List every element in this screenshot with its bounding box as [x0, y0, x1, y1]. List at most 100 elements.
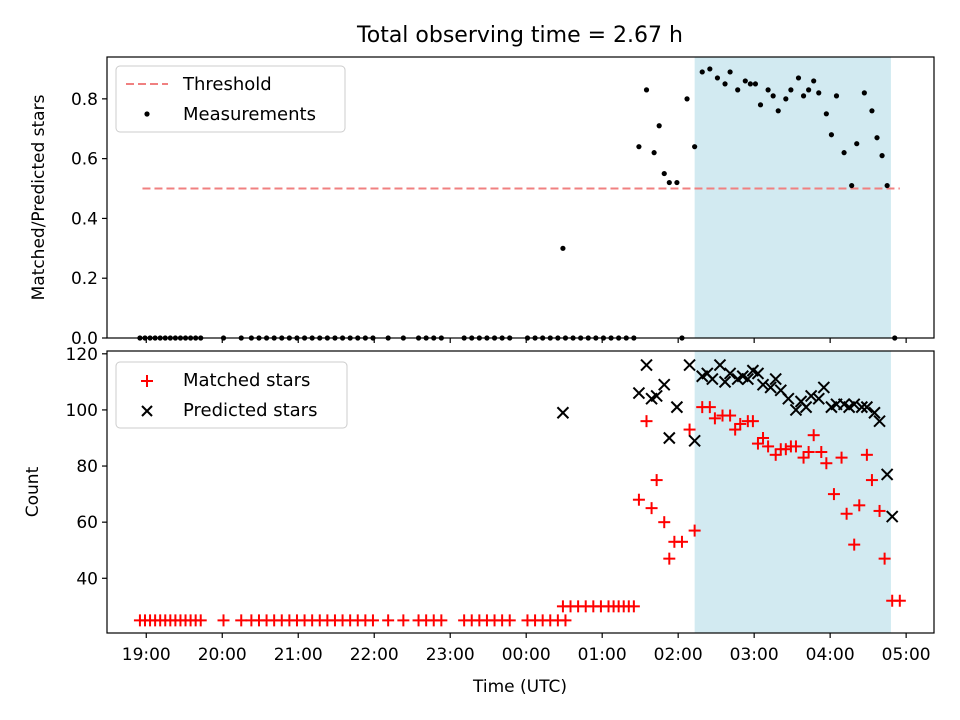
matched-star-point — [632, 493, 645, 506]
measurement-point — [752, 81, 759, 87]
matched-star-point — [708, 412, 721, 425]
measurement-point — [775, 108, 781, 114]
predicted-star-point — [860, 400, 874, 414]
measurement-point — [692, 144, 698, 150]
matched-star-point — [835, 451, 848, 464]
matched-star-point — [878, 552, 891, 565]
legend-predicted-label: Predicted stars — [183, 400, 317, 421]
legend-matched-label: Matched stars — [183, 370, 310, 391]
predicted-star-point — [885, 510, 899, 523]
measurement-point — [874, 135, 880, 141]
matched-star-point — [815, 446, 828, 459]
measurement-point — [735, 87, 741, 93]
predicted-star-point — [782, 392, 795, 405]
matched-star-point — [194, 614, 207, 627]
matched-star-point — [658, 516, 671, 529]
measurement-point — [854, 141, 860, 147]
measurement-point — [841, 150, 847, 156]
measurement-point — [795, 75, 802, 81]
measurement-point — [833, 93, 840, 99]
matched-star-point — [559, 614, 572, 627]
y-tick-label: 0.0 — [71, 329, 98, 349]
predicted-star-point — [873, 414, 886, 428]
matched-star-point — [853, 499, 866, 512]
predicted-star-point — [706, 372, 719, 386]
measurement-point — [770, 93, 776, 99]
ratio-legend: Threshold Measurements — [115, 65, 346, 133]
matched-star-point — [645, 502, 658, 515]
matched-star-point — [366, 614, 379, 627]
matched-star-point — [627, 600, 640, 613]
matched-star-point — [734, 417, 747, 430]
x-tick-label: 04:00 — [806, 645, 855, 665]
measurement-point — [651, 150, 657, 156]
measurement-point — [800, 93, 807, 99]
predicted-star-point — [769, 372, 782, 386]
legend-measurements-swatch — [144, 111, 150, 117]
measurement-point — [674, 179, 680, 186]
matched-star-point — [789, 440, 802, 453]
predicted-star-point — [688, 434, 701, 447]
measurement-point — [783, 96, 789, 102]
matched-star-point — [807, 429, 820, 442]
predicted-stars-points — [556, 358, 899, 523]
matched-star-point — [729, 423, 742, 436]
predicted-star-point — [632, 386, 646, 400]
predicted-star-point — [640, 358, 653, 372]
matched-star-point — [217, 614, 230, 627]
x-tick-label: 21:00 — [274, 645, 323, 665]
measurement-point — [849, 182, 855, 189]
matched-star-point — [860, 448, 873, 461]
measurement-point — [861, 90, 867, 96]
y-tick-label: 40 — [76, 569, 98, 589]
predicted-star-point — [848, 398, 861, 411]
matched-star-point — [382, 614, 395, 627]
predicted-star-point — [880, 468, 894, 481]
y-tick-label: 0.4 — [71, 209, 98, 229]
measurement-point — [727, 69, 733, 75]
x-tick-label: 22:00 — [350, 645, 399, 665]
matched-star-point — [663, 552, 676, 565]
measurement-point — [742, 78, 748, 84]
measurement-point — [828, 132, 835, 138]
predicted-star-point — [650, 389, 663, 403]
matched-star-point — [650, 474, 663, 487]
matched-star-point — [435, 614, 448, 627]
matched-star-point — [848, 538, 861, 551]
measurement-point — [811, 78, 817, 84]
measurement-point — [879, 153, 885, 159]
measurement-point — [722, 81, 728, 87]
x-tick-label: 03:00 — [730, 645, 779, 665]
measurement-point — [636, 144, 642, 150]
measurement-point — [643, 87, 650, 93]
matched-star-point — [675, 535, 688, 548]
matched-star-point — [840, 507, 853, 520]
predicted-star-point — [658, 378, 671, 391]
count-y-axis-label: Count — [23, 466, 43, 517]
matched-star-point — [893, 594, 906, 607]
predicted-star-point — [713, 358, 727, 372]
predicted-star-point — [855, 400, 869, 414]
measurement-point — [816, 90, 822, 96]
matched-star-point — [762, 440, 775, 453]
matched-stars-points — [133, 401, 906, 627]
figure-title: Total observing time = 2.67 h — [356, 23, 683, 48]
matched-star-point — [769, 448, 782, 461]
y-tick-label: 0.6 — [71, 150, 98, 170]
measurement-point — [656, 123, 662, 129]
predicted-star-point — [817, 381, 831, 394]
measurement-point — [765, 87, 771, 93]
matched-star-point — [873, 504, 886, 517]
legend-matched-swatch — [141, 375, 153, 387]
matched-star-point — [724, 409, 737, 422]
measurement-point — [788, 87, 794, 93]
measurement-point — [666, 179, 672, 186]
x-tick-label: 20:00 — [198, 645, 247, 665]
measurement-point — [714, 75, 721, 81]
matched-star-point — [503, 614, 516, 627]
matched-star-point — [757, 431, 770, 444]
legend-predicted-swatch — [141, 405, 153, 417]
predicted-star-point — [812, 392, 825, 405]
x-ticks-top-panel — [145, 338, 907, 343]
measurement-point — [884, 182, 890, 189]
